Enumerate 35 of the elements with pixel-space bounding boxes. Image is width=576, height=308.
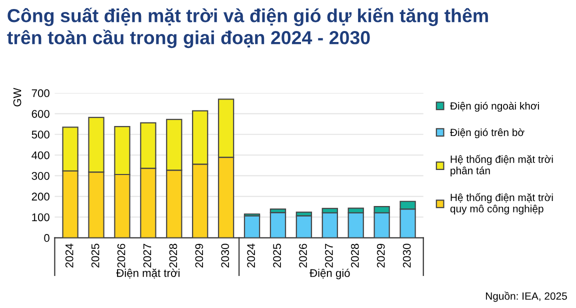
text: Điện mặt trời (116, 268, 180, 279)
x-tick-label: 2027 (325, 244, 333, 268)
x-tick-label: 2027 (143, 244, 152, 268)
y-tick-label: 400 (32, 151, 50, 160)
x-tick-label: 2025 (273, 244, 281, 268)
x-tick-label: 2025 (91, 244, 100, 268)
legend-label: Điện gió ngoài khơi (450, 102, 539, 112)
x-tick-label: 2028 (169, 244, 178, 268)
y-tick-label: 500 (32, 130, 50, 139)
bar (296, 215, 312, 238)
bar (244, 215, 260, 238)
x-tick-label: 2024 (247, 244, 256, 268)
x-tick-label: 2024 (65, 244, 74, 268)
x-tick-label: 2029 (195, 244, 204, 268)
chart-title: Công suất điện mặt trời và điện gió dự kiến tăng thêm trên toàn cầu trong giai đoạn 2024 - 2030 (7, 8, 488, 48)
legend-label: Điện gió trên bờ (450, 128, 524, 138)
legend-label: Hệ thống điện mặt trời quy mô công nghiệp (450, 193, 553, 214)
y-axis-title: GW (13, 88, 22, 106)
text: Nguồn: IEA, 2025 (486, 292, 567, 302)
y-tick-label: 0 (44, 234, 50, 242)
x-tick-label: 2028 (350, 244, 359, 268)
x-tick-label: 2029 (376, 244, 385, 268)
text: Điện gió (310, 268, 350, 280)
y-tick-label: 700 (32, 89, 50, 98)
y-tick-label: 600 (32, 110, 50, 118)
x-tick-label: 2026 (117, 244, 126, 268)
x-tick-label: 2030 (402, 244, 411, 268)
legend-label: Hệ thống điện mặt trời phân tán (450, 154, 553, 176)
bar (270, 212, 286, 238)
y-tick-label: 100 (32, 213, 50, 222)
x-tick-label: 2030 (221, 244, 230, 268)
y-tick-label: 300 (32, 172, 50, 180)
x-tick-label: 2026 (299, 244, 307, 268)
bar (322, 212, 338, 238)
y-tick-label: 200 (32, 192, 50, 201)
